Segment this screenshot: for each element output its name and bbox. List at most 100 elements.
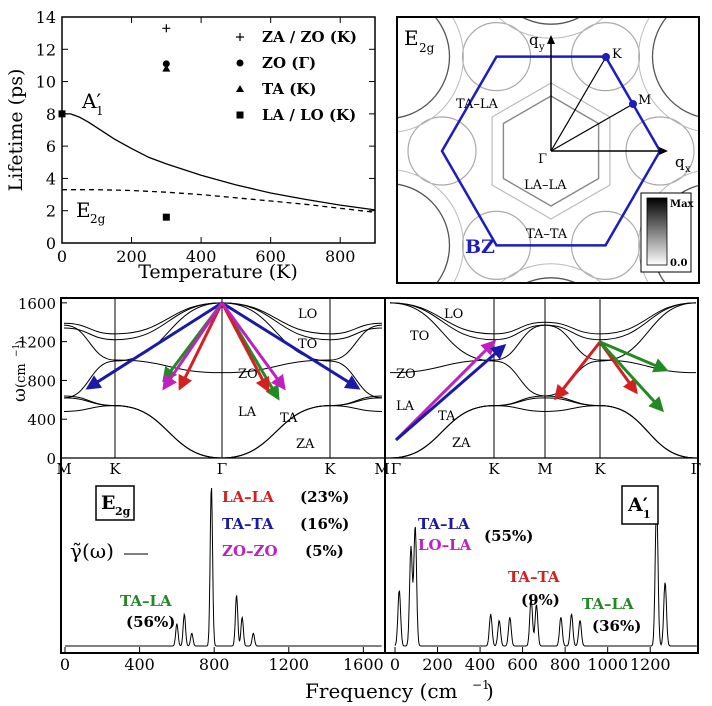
qy-label-sub: y <box>538 42 545 53</box>
arrow-blue-left-1 <box>85 301 223 390</box>
branch-zo-left <box>63 324 383 374</box>
path-label-right: Γ <box>691 460 701 478</box>
branch-label-left: TO <box>298 337 317 352</box>
lifetime-curve-e2g <box>62 189 376 213</box>
bz-contour-neighbor <box>522 18 580 25</box>
legend-marker-square <box>236 111 244 119</box>
bz-panel: E 2g q y q x Γ K M TA–LA LA–LA TA–TA BZ … <box>396 16 700 284</box>
e2g-main: E <box>76 198 91 222</box>
legend-marker-plus <box>236 33 244 41</box>
omega-unit-close: ) <box>14 340 29 345</box>
freq-xlabel-close: ) <box>486 679 494 703</box>
ann-zo-zo: ZO–ZO <box>222 542 278 560</box>
colorbar-min: 0.0 <box>670 258 687 269</box>
bz-m-label: M <box>638 93 651 108</box>
x-tick-label: 200 <box>116 247 147 266</box>
bz-channel-la-la: LA–LA <box>524 178 567 193</box>
bz-contour-neighbor <box>398 18 451 119</box>
lifetime-ticks: 0 200 400 600 800 0 2 4 6 8 10 12 14 <box>36 8 375 266</box>
bz-gamma-label: Γ <box>538 152 547 167</box>
lifetime-curve-a1 <box>62 113 376 211</box>
lifetime-xlabel: Temperature (K) <box>138 261 298 283</box>
dispersion-ylabel: ω (cm −1 ) <box>10 340 30 402</box>
ann-ta-la-right: TA–LA <box>418 515 470 533</box>
ann-la-la-pct: (23%) <box>300 488 349 506</box>
arrow-magenta-left-1 <box>162 302 224 391</box>
e2g-mode-sub: 2g <box>115 505 131 518</box>
ann-ta-ta-right: TA–TA <box>508 568 560 586</box>
bz-colorbar: Max 0.0 <box>640 192 695 273</box>
dispersion-branch-labels: LO TO ZO LA TA ZA LO TO ZO LA TA ZA <box>238 307 471 452</box>
lifetime-point-square <box>162 213 170 221</box>
branch-ta-left <box>63 397 383 459</box>
ann-ta-la-right2-pct: (36%) <box>592 617 641 635</box>
bz-contour-neighbor-outer <box>638 18 698 132</box>
branch-cross-right <box>389 302 697 397</box>
branch-label-right: ZO <box>396 367 416 382</box>
spectrum-a1 <box>394 498 697 647</box>
path-label-left: K <box>324 460 336 478</box>
path-label-right: M <box>537 460 552 478</box>
bz-axes <box>547 35 668 155</box>
bz-title: E <box>404 26 419 50</box>
gamma-m-line <box>550 103 634 152</box>
y-tick-label: 8 <box>46 105 56 124</box>
branch-label-right: LO <box>444 307 463 322</box>
branch-label-right: LA <box>396 399 415 414</box>
ann-lo-la-pct: (55%) <box>484 527 533 545</box>
path-label-left: K <box>109 460 121 478</box>
y-tick-label: 14 <box>36 8 56 27</box>
path-label-left: M <box>56 460 71 478</box>
bz-contour-neighbor-outer <box>638 170 698 282</box>
freq-tick-label: 1600 <box>343 655 384 674</box>
spectrum-e2g <box>65 487 382 647</box>
disp-y-tick-label: 400 <box>27 411 56 429</box>
e2g-sub: 2g <box>90 212 106 226</box>
gamma-tilde-legend: γ̃(ω) <box>70 539 114 563</box>
arrow-blue-left-2 <box>221 301 361 390</box>
freq-tick-label: 800 <box>199 655 230 674</box>
lifetime-panel: 0 200 400 600 800 0 2 4 6 8 10 12 14 Temperature (K)… <box>5 8 376 283</box>
y-tick-label: 6 <box>46 137 56 156</box>
path-label-right: Γ <box>391 460 401 478</box>
k-point-marker <box>602 53 610 61</box>
branch-label-left: TA <box>280 411 298 426</box>
ann-ta-ta-pct: (16%) <box>300 515 349 533</box>
lifetime-plot-frame <box>61 16 376 244</box>
omega-unit-exp: −1 <box>12 344 22 357</box>
ann-zo-zo-pct: (5%) <box>305 542 344 560</box>
ann-lo-la: LO–LA <box>418 536 472 554</box>
bz-contour-neighbor-outer <box>500 263 602 282</box>
freq-tick-label: 1200 <box>268 655 309 674</box>
legend-label: ZA / ZO (K) <box>262 28 357 46</box>
bz-channel-ta-ta: TA–TA <box>526 227 568 242</box>
freq-tick-label: 1000 <box>587 655 628 674</box>
ann-ta-la-right2: TA–LA <box>582 595 634 613</box>
colorbar-gradient <box>646 197 668 266</box>
y-tick-label: 2 <box>46 202 56 221</box>
bz-title-sub: 2g <box>419 41 435 55</box>
lifetime-point-square <box>58 110 66 118</box>
lifetime-e2g-label: E 2g <box>76 198 106 226</box>
branch-label-left: ZO <box>238 367 258 382</box>
y-tick-label: 10 <box>36 73 56 92</box>
dispersion-ticks: 0 400 800 1200 1600 <box>18 295 67 468</box>
bz-contour-neighbor <box>398 183 451 282</box>
freq-xlabel: Frequency (cm <box>305 679 458 703</box>
qy-arrow-icon <box>547 35 555 44</box>
dispersion-path-lines <box>114 298 601 458</box>
lifetime-point-circle <box>162 60 170 68</box>
branch-za-right <box>389 405 697 459</box>
a1-sub: 1 <box>96 104 104 118</box>
bz-label: BZ <box>465 236 495 258</box>
freq-tick-label: 0 <box>390 655 400 674</box>
e2g-mode-box <box>95 485 135 521</box>
freq-tick-label: 200 <box>422 655 453 674</box>
qx-arrow-icon <box>659 147 668 155</box>
omega-unit: (cm <box>14 363 29 388</box>
legend-marker-circle <box>236 59 244 67</box>
colorbar-max: Max <box>670 199 695 210</box>
dispersion-branches <box>63 302 697 459</box>
arrow-red-left-2 <box>220 302 270 393</box>
freq-tick-label: 400 <box>465 655 496 674</box>
